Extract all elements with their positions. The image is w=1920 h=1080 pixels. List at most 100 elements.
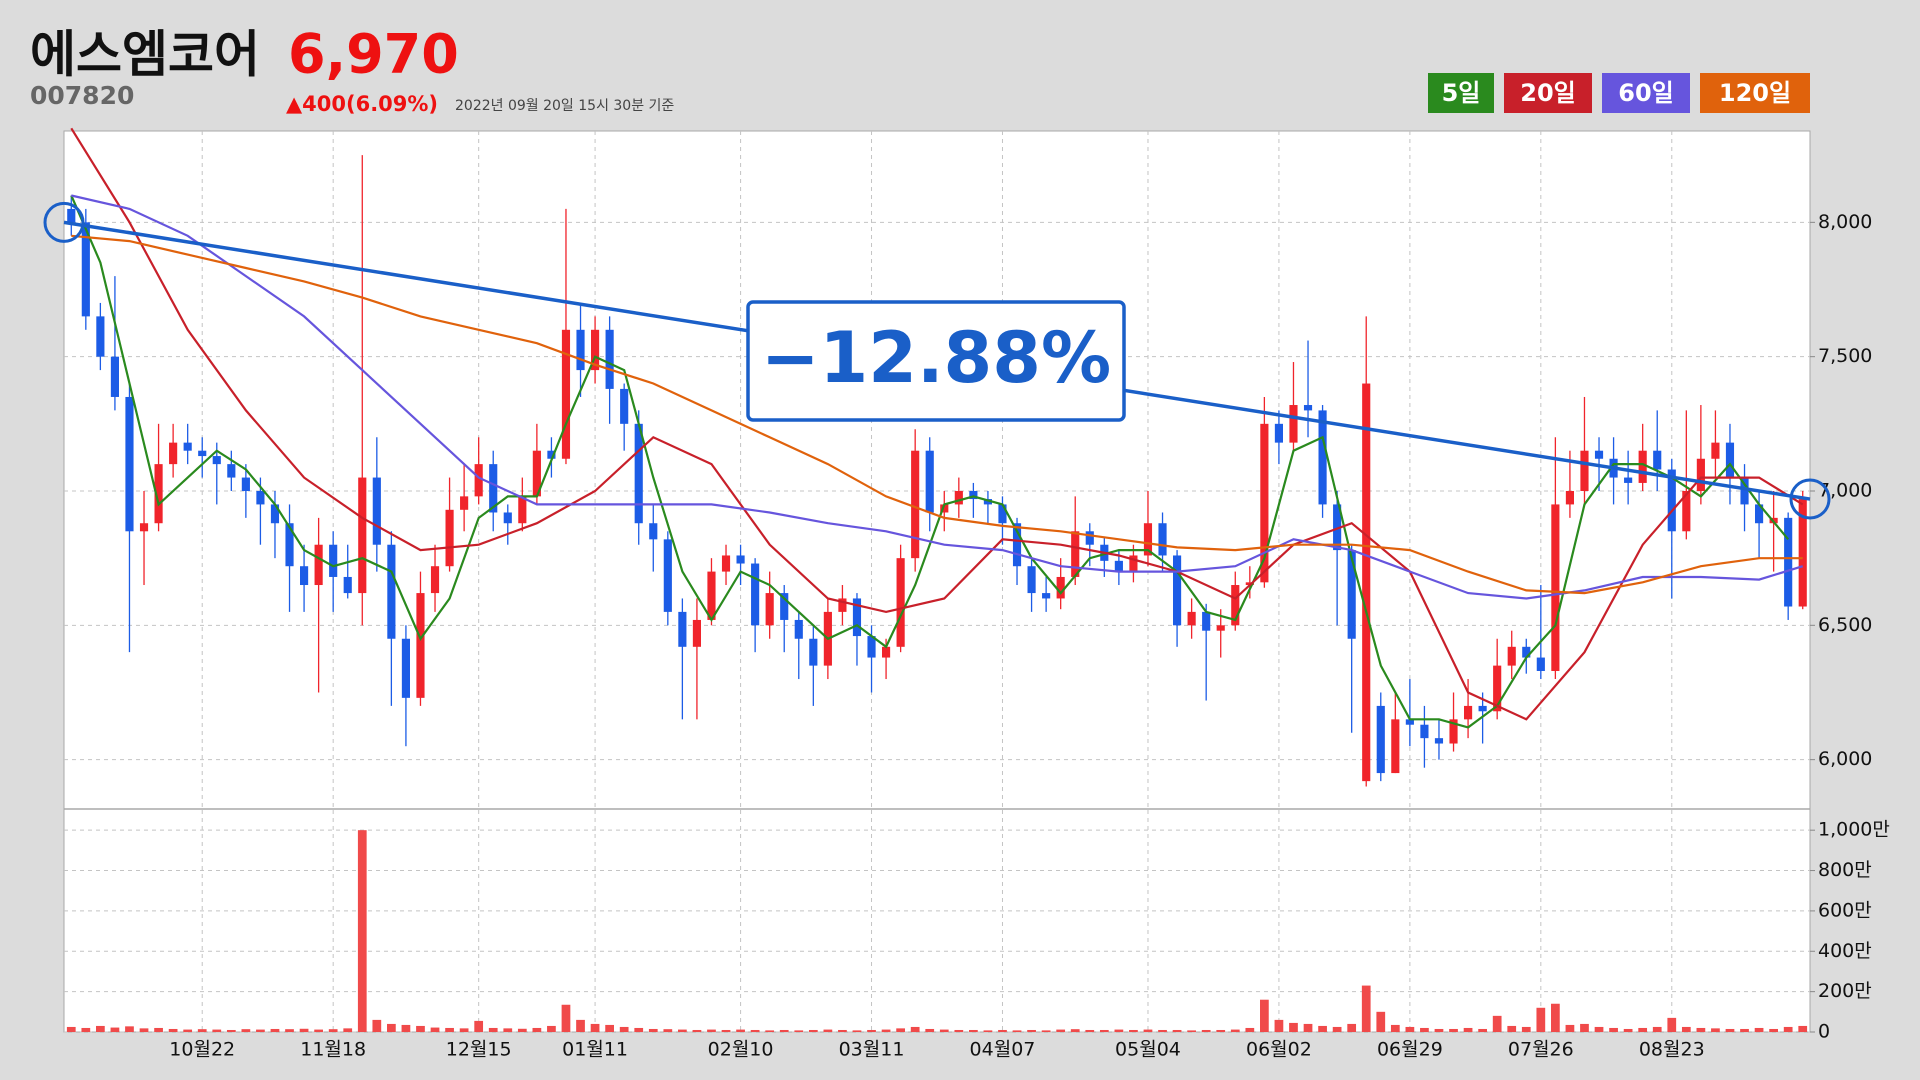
candle-body [198, 450, 207, 457]
trend-endpoint [1789, 478, 1831, 520]
volume-bar [1754, 1027, 1764, 1032]
volume-bar [183, 1029, 193, 1032]
legend-label: 120일 [1719, 79, 1791, 107]
volume-bar [939, 1029, 949, 1032]
volume-bar [1405, 1026, 1415, 1032]
candle-body [372, 477, 381, 545]
candle-body [780, 593, 789, 620]
candle-body [96, 316, 105, 357]
candle-body [591, 329, 600, 371]
volume-bar [1332, 1026, 1342, 1032]
volume-bar [561, 1004, 571, 1032]
volume-bar [779, 1029, 789, 1032]
volume-bar [1376, 1011, 1386, 1032]
candle-body [547, 450, 556, 459]
volume-bar [1638, 1027, 1648, 1032]
candle-body [270, 504, 280, 524]
candle-body [1405, 719, 1414, 725]
volume-bar [808, 1029, 818, 1032]
volume-bar [1536, 1007, 1546, 1032]
volume-bar [314, 1029, 323, 1032]
legend-swatch [1504, 73, 1592, 113]
candle-body [81, 222, 90, 317]
candle-body [896, 558, 905, 647]
volume-bar [1056, 1029, 1066, 1032]
volume-bar [925, 1028, 935, 1032]
volume-bar [1463, 1027, 1473, 1032]
x-tick-label: 01월11 [562, 1039, 628, 1061]
annotation-box [746, 300, 1126, 422]
volume-bar [678, 1029, 687, 1032]
volume-bar [256, 1029, 265, 1032]
volume-tick-label: 200만 [1818, 980, 1872, 1002]
volume-bar [1012, 1030, 1022, 1032]
volume-tick-label: 800만 [1818, 859, 1872, 881]
volume-bar [619, 1026, 629, 1032]
volume-bar [459, 1028, 469, 1032]
volume-bar [765, 1030, 775, 1032]
volume-bar [736, 1029, 745, 1032]
candle-body [1420, 724, 1429, 739]
candle-body [1711, 442, 1720, 459]
candle-body [1391, 719, 1400, 774]
volume-bar [125, 1026, 134, 1032]
volume-bar [1492, 1015, 1502, 1032]
y-tick-label: 7,500 [1818, 345, 1872, 367]
candle-body [1216, 625, 1225, 631]
candle-body [736, 555, 745, 564]
candle-body [867, 636, 876, 658]
candle-body [1798, 499, 1807, 607]
volume-tick-label: 400만 [1818, 940, 1872, 962]
volume-bar [328, 1029, 338, 1032]
volume-bar [1129, 1029, 1138, 1032]
candle-body [634, 423, 643, 524]
volume-bar [1594, 1026, 1604, 1032]
volume-bar [1187, 1030, 1196, 1032]
candle-body [183, 442, 192, 451]
volume-bar [634, 1027, 644, 1032]
candle-body [794, 619, 803, 639]
volume-bar [445, 1027, 454, 1032]
candle-body [139, 523, 149, 532]
volume-bar [983, 1030, 993, 1032]
volume-bar [212, 1029, 222, 1032]
volume-bar [1565, 1024, 1575, 1032]
candle-body [1231, 585, 1240, 626]
candle-body [358, 477, 367, 594]
candle-body [460, 496, 469, 510]
candle-body [1173, 555, 1182, 626]
candle-body [416, 593, 425, 698]
candle-body [1653, 450, 1662, 470]
candle-body [620, 388, 629, 424]
volume-bar [387, 1023, 396, 1032]
candle-body [227, 464, 236, 478]
volume-bar [1099, 1029, 1109, 1032]
volume-bar [998, 1029, 1007, 1032]
volume-bar [1420, 1027, 1429, 1032]
candle-body [1755, 504, 1764, 524]
volume-bar [299, 1028, 309, 1032]
volume-bar [1041, 1030, 1051, 1032]
volume-bar [692, 1029, 702, 1032]
volume-bar [270, 1028, 280, 1032]
candle-body [1696, 458, 1705, 491]
moving-average-line [71, 194, 1804, 600]
x-tick-label: 06월29 [1377, 1039, 1443, 1061]
volume-bar [881, 1029, 891, 1032]
candle-body [649, 523, 658, 540]
x-tick-label: 08월23 [1639, 1039, 1705, 1061]
y-tick-label: 7,000 [1818, 479, 1872, 501]
volume-bar [1289, 1022, 1298, 1032]
volume-bar [1070, 1029, 1080, 1032]
candle-body [1012, 523, 1022, 567]
volume-bar [1623, 1028, 1633, 1032]
candle-body [1260, 423, 1269, 583]
volume-bar [357, 830, 367, 1032]
candle-body [1071, 531, 1080, 577]
timestamp: 2022년 09월 20일 15시 30분 기준 [455, 98, 674, 114]
candle-body [1725, 442, 1735, 478]
volume-bar [1143, 1029, 1153, 1032]
candle-body [882, 646, 891, 658]
stock-name: 에스엠코어 [30, 26, 260, 84]
x-tick-label: 02월10 [708, 1039, 774, 1061]
